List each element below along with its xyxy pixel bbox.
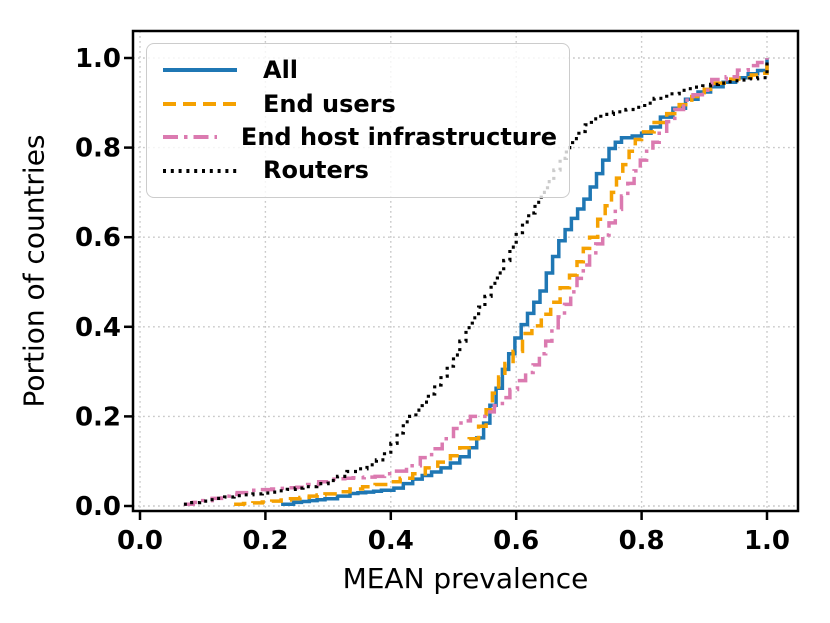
series-line-end-host-infrastructure — [183, 58, 769, 506]
x-axis-label: MEAN prevalence — [342, 562, 589, 595]
x-tick-label: 0.6 — [493, 526, 539, 556]
legend-item-label: All — [263, 56, 299, 85]
axes-spines — [131, 29, 800, 513]
series-line-all — [281, 58, 769, 506]
legend-line-swatch-icon — [163, 135, 217, 140]
y-tick-label: 1.0 — [75, 44, 121, 74]
x-tick-label: 0.0 — [117, 526, 163, 556]
legend-item-end-host-infrastructure: End host infrastructure — [161, 124, 557, 150]
axis-ticks: 0.0 0.2 0.4 0.6 0.8 1.0 0.0 0.2 0.4 0.6 0.8 1.0 — [75, 44, 790, 556]
y-tick-label: 0.2 — [75, 402, 121, 432]
x-tick-label: 1.0 — [744, 526, 790, 556]
legend-item-all: All — [161, 57, 557, 83]
y-tick-label: 0.6 — [75, 223, 121, 253]
y-tick-label: 0.4 — [75, 313, 121, 343]
x-tick-label: 0.2 — [242, 526, 288, 556]
legend-item-label: Routers — [263, 156, 369, 185]
series-line-end-users — [234, 58, 769, 506]
legend-item-routers: Routers — [161, 156, 557, 185]
y-tick-label: 0.0 — [75, 492, 121, 522]
y-tick-label: 0.8 — [75, 134, 121, 164]
legend-item-end-users: End users — [161, 89, 557, 118]
series-line-routers — [183, 58, 769, 506]
legend-item-label: End host infrastructure — [240, 123, 557, 152]
x-tick-label: 0.8 — [619, 526, 665, 556]
legend: All End users End host infrastructure Route… — [146, 43, 570, 198]
legend-line-swatch-icon — [163, 101, 237, 106]
x-tick-label: 0.4 — [368, 526, 414, 556]
legend-item-label: End users — [263, 89, 396, 118]
legend-line-swatch-icon — [163, 168, 237, 173]
y-axis-label: Portion of countries — [17, 134, 51, 408]
legend-line-swatch-icon — [163, 68, 237, 73]
